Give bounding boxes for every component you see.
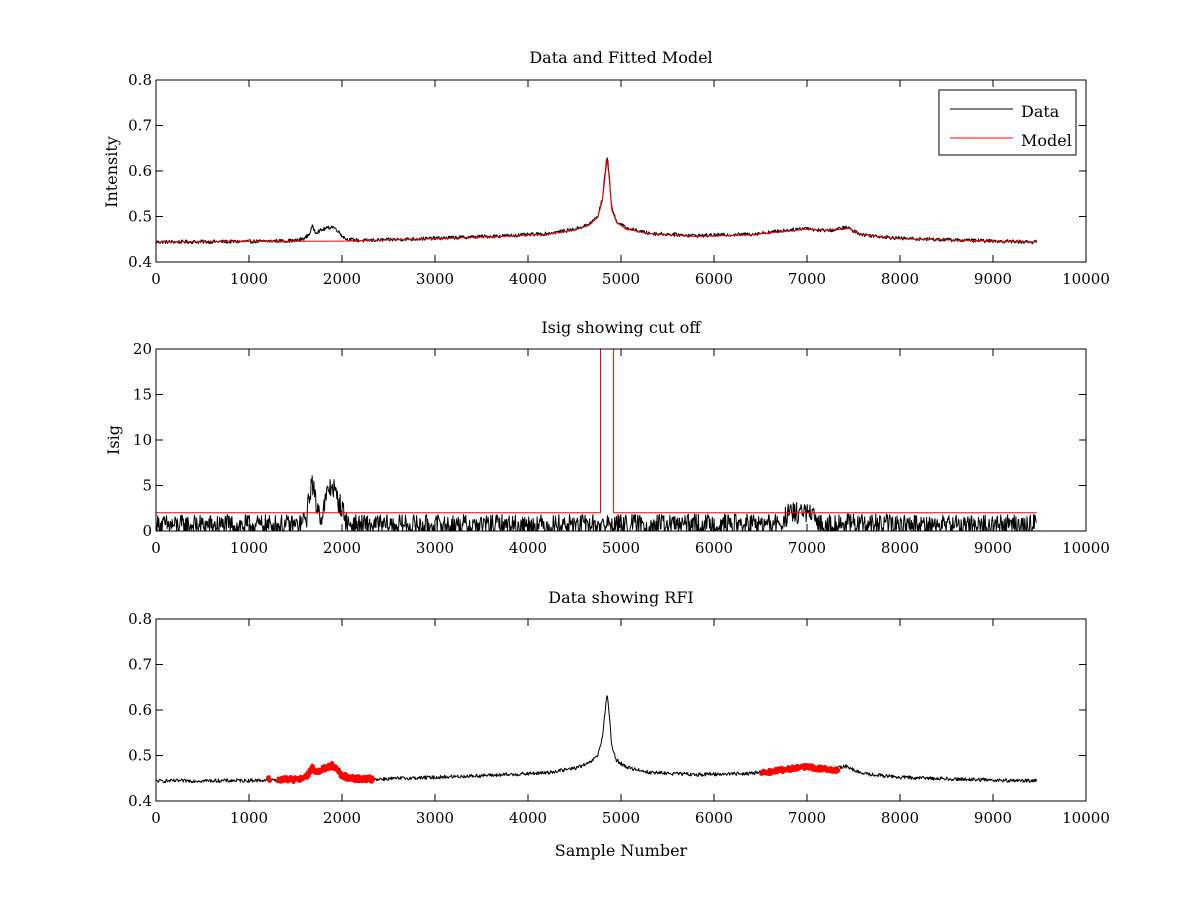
- panel-3-xlabel: Sample Number: [555, 841, 688, 860]
- panel-2-ticks: 0 1000 2000 3000 4000 5000 6000 7000 8000 9000 100…: [133, 340, 1110, 557]
- series-group: [156, 349, 1037, 531]
- x-tick-label: 2000: [323, 270, 361, 288]
- panel-2-ylabel: Isig: [104, 425, 123, 455]
- y-tick-label: 0.7: [128, 117, 152, 135]
- y-tick-label: 5: [142, 477, 152, 495]
- legend: Data Model: [938, 89, 1077, 156]
- panel-2-frame: [155, 348, 1087, 532]
- x-tick-label: 6000: [695, 539, 733, 557]
- x-tick-label: 1000: [230, 539, 268, 557]
- y-tick-label: 0.5: [128, 208, 152, 226]
- x-tick-label: 9000: [974, 809, 1012, 827]
- x-tick-label: 10000: [1062, 809, 1110, 827]
- x-tick-label: 3000: [416, 809, 454, 827]
- x-tick-label: 7000: [788, 809, 826, 827]
- panel-3-plot-area: [156, 695, 1037, 784]
- panel-isig: Isig showing cut off Isig 0 1000 2000 3000 4…: [104, 318, 1110, 557]
- x-tick-label: 10000: [1062, 270, 1110, 288]
- legend-box: [938, 89, 1077, 156]
- rfi-highlight-line: [265, 775, 273, 783]
- x-tick-label: 6000: [695, 270, 733, 288]
- y-tick-label: 10: [133, 431, 152, 449]
- x-tick-label: 2000: [323, 809, 361, 827]
- x-tick-label: 4000: [509, 270, 547, 288]
- y-tick-label: 0.8: [128, 71, 152, 89]
- x-tick-label: 3000: [416, 539, 454, 557]
- series-group: [156, 695, 1037, 784]
- panel-3-title: Data showing RFI: [548, 588, 693, 607]
- panel-data-rfi: Data showing RFI 0 1000 2000 3000 4000 5000 60…: [128, 588, 1110, 860]
- panel-3-ticks: 0 1000 2000 3000 4000 5000 6000 7000 8000 9000 100…: [128, 610, 1110, 827]
- y-tick-label: 0.8: [128, 610, 152, 628]
- panel-1-title: Data and Fitted Model: [529, 48, 712, 67]
- y-tick-label: 0.6: [128, 701, 152, 719]
- panel-1-frame: [155, 79, 1087, 263]
- x-tick-label: 9000: [974, 539, 1012, 557]
- panel-1-plot-area: [156, 157, 1037, 245]
- legend-label-data: Data: [1021, 102, 1060, 121]
- legend-label-model: Model: [1021, 131, 1072, 150]
- panel-2-title: Isig showing cut off: [541, 318, 702, 337]
- x-tick-label: 9000: [974, 270, 1012, 288]
- x-tick-label: 1000: [230, 809, 268, 827]
- x-tick-label: 4000: [509, 809, 547, 827]
- panel-1-ylabel: Intensity: [102, 136, 121, 208]
- y-tick-label: 0.5: [128, 747, 152, 765]
- y-tick-label: 0.4: [128, 253, 152, 271]
- x-tick-label: 5000: [602, 539, 640, 557]
- panel-2-plot-area: [156, 349, 1037, 531]
- panel-1-ticks: 0 1000 2000 3000 4000 5000 6000 7000 8000 9000 100…: [128, 71, 1110, 288]
- x-tick-label: 6000: [695, 809, 733, 827]
- series-line-red: [156, 349, 1037, 514]
- y-tick-label: 20: [133, 340, 152, 358]
- y-tick-label: 0: [142, 522, 152, 540]
- x-tick-label: 5000: [602, 809, 640, 827]
- x-tick-label: 8000: [881, 809, 919, 827]
- x-tick-label: 8000: [881, 270, 919, 288]
- y-tick-label: 0.4: [128, 792, 152, 810]
- x-tick-label: 3000: [416, 270, 454, 288]
- panel-3-frame: [155, 618, 1087, 802]
- x-tick-label: 0: [151, 539, 161, 557]
- series-line-black: [156, 475, 1037, 531]
- rfi-highlight-line: [275, 761, 376, 784]
- series-group: [156, 157, 1037, 245]
- x-tick-label: 5000: [602, 270, 640, 288]
- x-tick-label: 7000: [788, 539, 826, 557]
- panel-data-and-model: Data and Fitted Model Intensity 0 1000 200…: [102, 48, 1110, 288]
- y-tick-label: 15: [133, 386, 152, 404]
- x-tick-label: 0: [151, 270, 161, 288]
- rfi-highlight-line: [758, 763, 841, 776]
- x-tick-label: 0: [151, 809, 161, 827]
- x-tick-label: 1000: [230, 270, 268, 288]
- series-line-red: [156, 159, 1037, 243]
- x-tick-label: 7000: [788, 270, 826, 288]
- x-tick-label: 2000: [323, 539, 361, 557]
- y-tick-label: 0.6: [128, 162, 152, 180]
- x-tick-label: 8000: [881, 539, 919, 557]
- x-tick-label: 10000: [1062, 539, 1110, 557]
- y-tick-label: 0.7: [128, 656, 152, 674]
- x-tick-label: 4000: [509, 539, 547, 557]
